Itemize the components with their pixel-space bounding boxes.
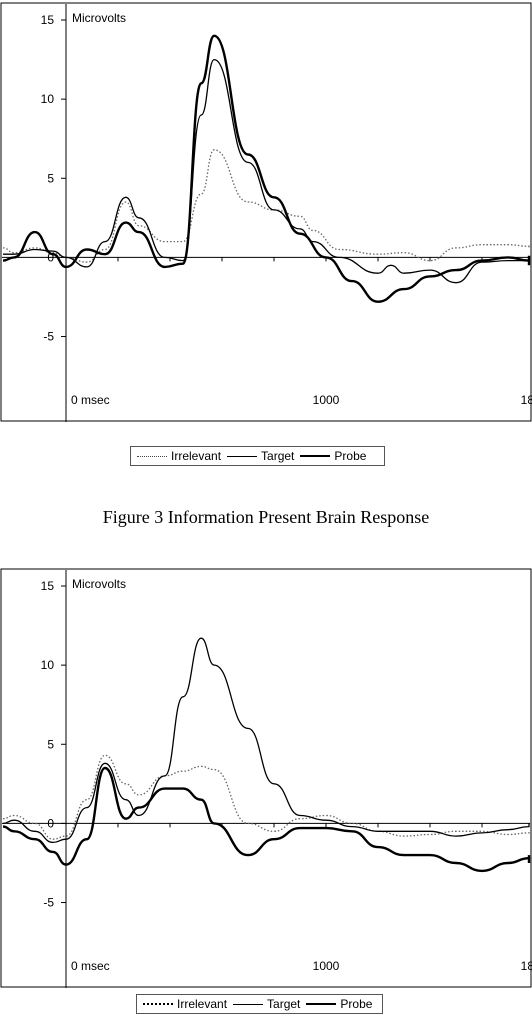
- legend-swatch-thin: [227, 455, 258, 457]
- x-tick-label: 0 msec: [71, 393, 110, 407]
- y-tick-label: 5: [47, 737, 54, 751]
- y-tick-label: 10: [41, 658, 55, 672]
- series-line-irrelevant: [2, 754, 530, 840]
- series-line-target: [2, 58, 530, 284]
- legend-swatch-dotted: [143, 1003, 173, 1005]
- x-tick-label: 1800: [521, 393, 532, 407]
- legend-swatch-thick: [306, 1003, 337, 1005]
- y-tick-label: 0: [47, 250, 54, 264]
- figure-caption: Figure 3 Information Present Brain Respo…: [102, 507, 430, 527]
- legend-label-irrelevant: Irrelevant: [177, 997, 228, 1011]
- legend-label-probe: Probe: [340, 997, 373, 1011]
- y-tick-label: 10: [41, 92, 55, 106]
- chart-plot-2: 15 10 5 0 -5 0 msec 1000 1800 Microvolts: [0, 568, 532, 988]
- legend-swatch-dotted: [137, 455, 167, 457]
- x-tick-label: 0 msec: [71, 959, 110, 973]
- x-tick-label: 1800: [521, 959, 532, 973]
- series-line-irrelevant: [2, 149, 530, 263]
- y-tick-label: 15: [41, 579, 55, 593]
- legend-swatch-thin: [233, 1003, 264, 1005]
- legend-label-probe: Probe: [334, 449, 367, 463]
- plot-frame: [0, 2, 532, 422]
- y-tick-label: 0: [47, 816, 54, 830]
- chart-panel-information-present: 15 10 5 0 -5 0 msec 1000 1800 Microvolts: [0, 2, 532, 422]
- x-tick-label: 1000: [313, 393, 340, 407]
- y-tick-label: 5: [47, 171, 54, 185]
- chart-plot-1: 15 10 5 0 -5 0 msec 1000 1800 Microvolts: [0, 2, 532, 422]
- legend-item-probe: Probe: [300, 449, 366, 463]
- series-line-probe: [2, 34, 531, 303]
- legend-item-target: Target: [227, 449, 294, 463]
- series-line-target: [2, 637, 530, 844]
- y-axis-label: Microvolts: [72, 577, 126, 591]
- y-axis-label: Microvolts: [72, 11, 126, 25]
- legend-item-irrelevant: Irrelevant: [137, 449, 221, 463]
- x-tick-label: 1000: [313, 959, 340, 973]
- legend-item-probe: Probe: [306, 997, 372, 1011]
- y-tick-label: -5: [43, 330, 54, 344]
- y-tick-label: 15: [41, 13, 55, 27]
- legend-swatch-thick: [300, 455, 331, 457]
- chart-panel-2: 15 10 5 0 -5 0 msec 1000 1800 Microvolts: [0, 568, 532, 988]
- chart-legend-1: Irrelevant Target Probe: [130, 446, 385, 466]
- chart-legend-2: Irrelevant Target Probe: [136, 994, 383, 1014]
- legend-item-irrelevant: Irrelevant: [143, 997, 227, 1011]
- legend-label-target: Target: [267, 997, 301, 1011]
- y-tick-label: -5: [43, 896, 54, 910]
- series-line-probe: [2, 766, 531, 873]
- plot-frame: [0, 568, 532, 988]
- legend-label-target: Target: [261, 449, 295, 463]
- legend-label-irrelevant: Irrelevant: [171, 449, 222, 463]
- legend-item-target: Target: [233, 997, 300, 1011]
